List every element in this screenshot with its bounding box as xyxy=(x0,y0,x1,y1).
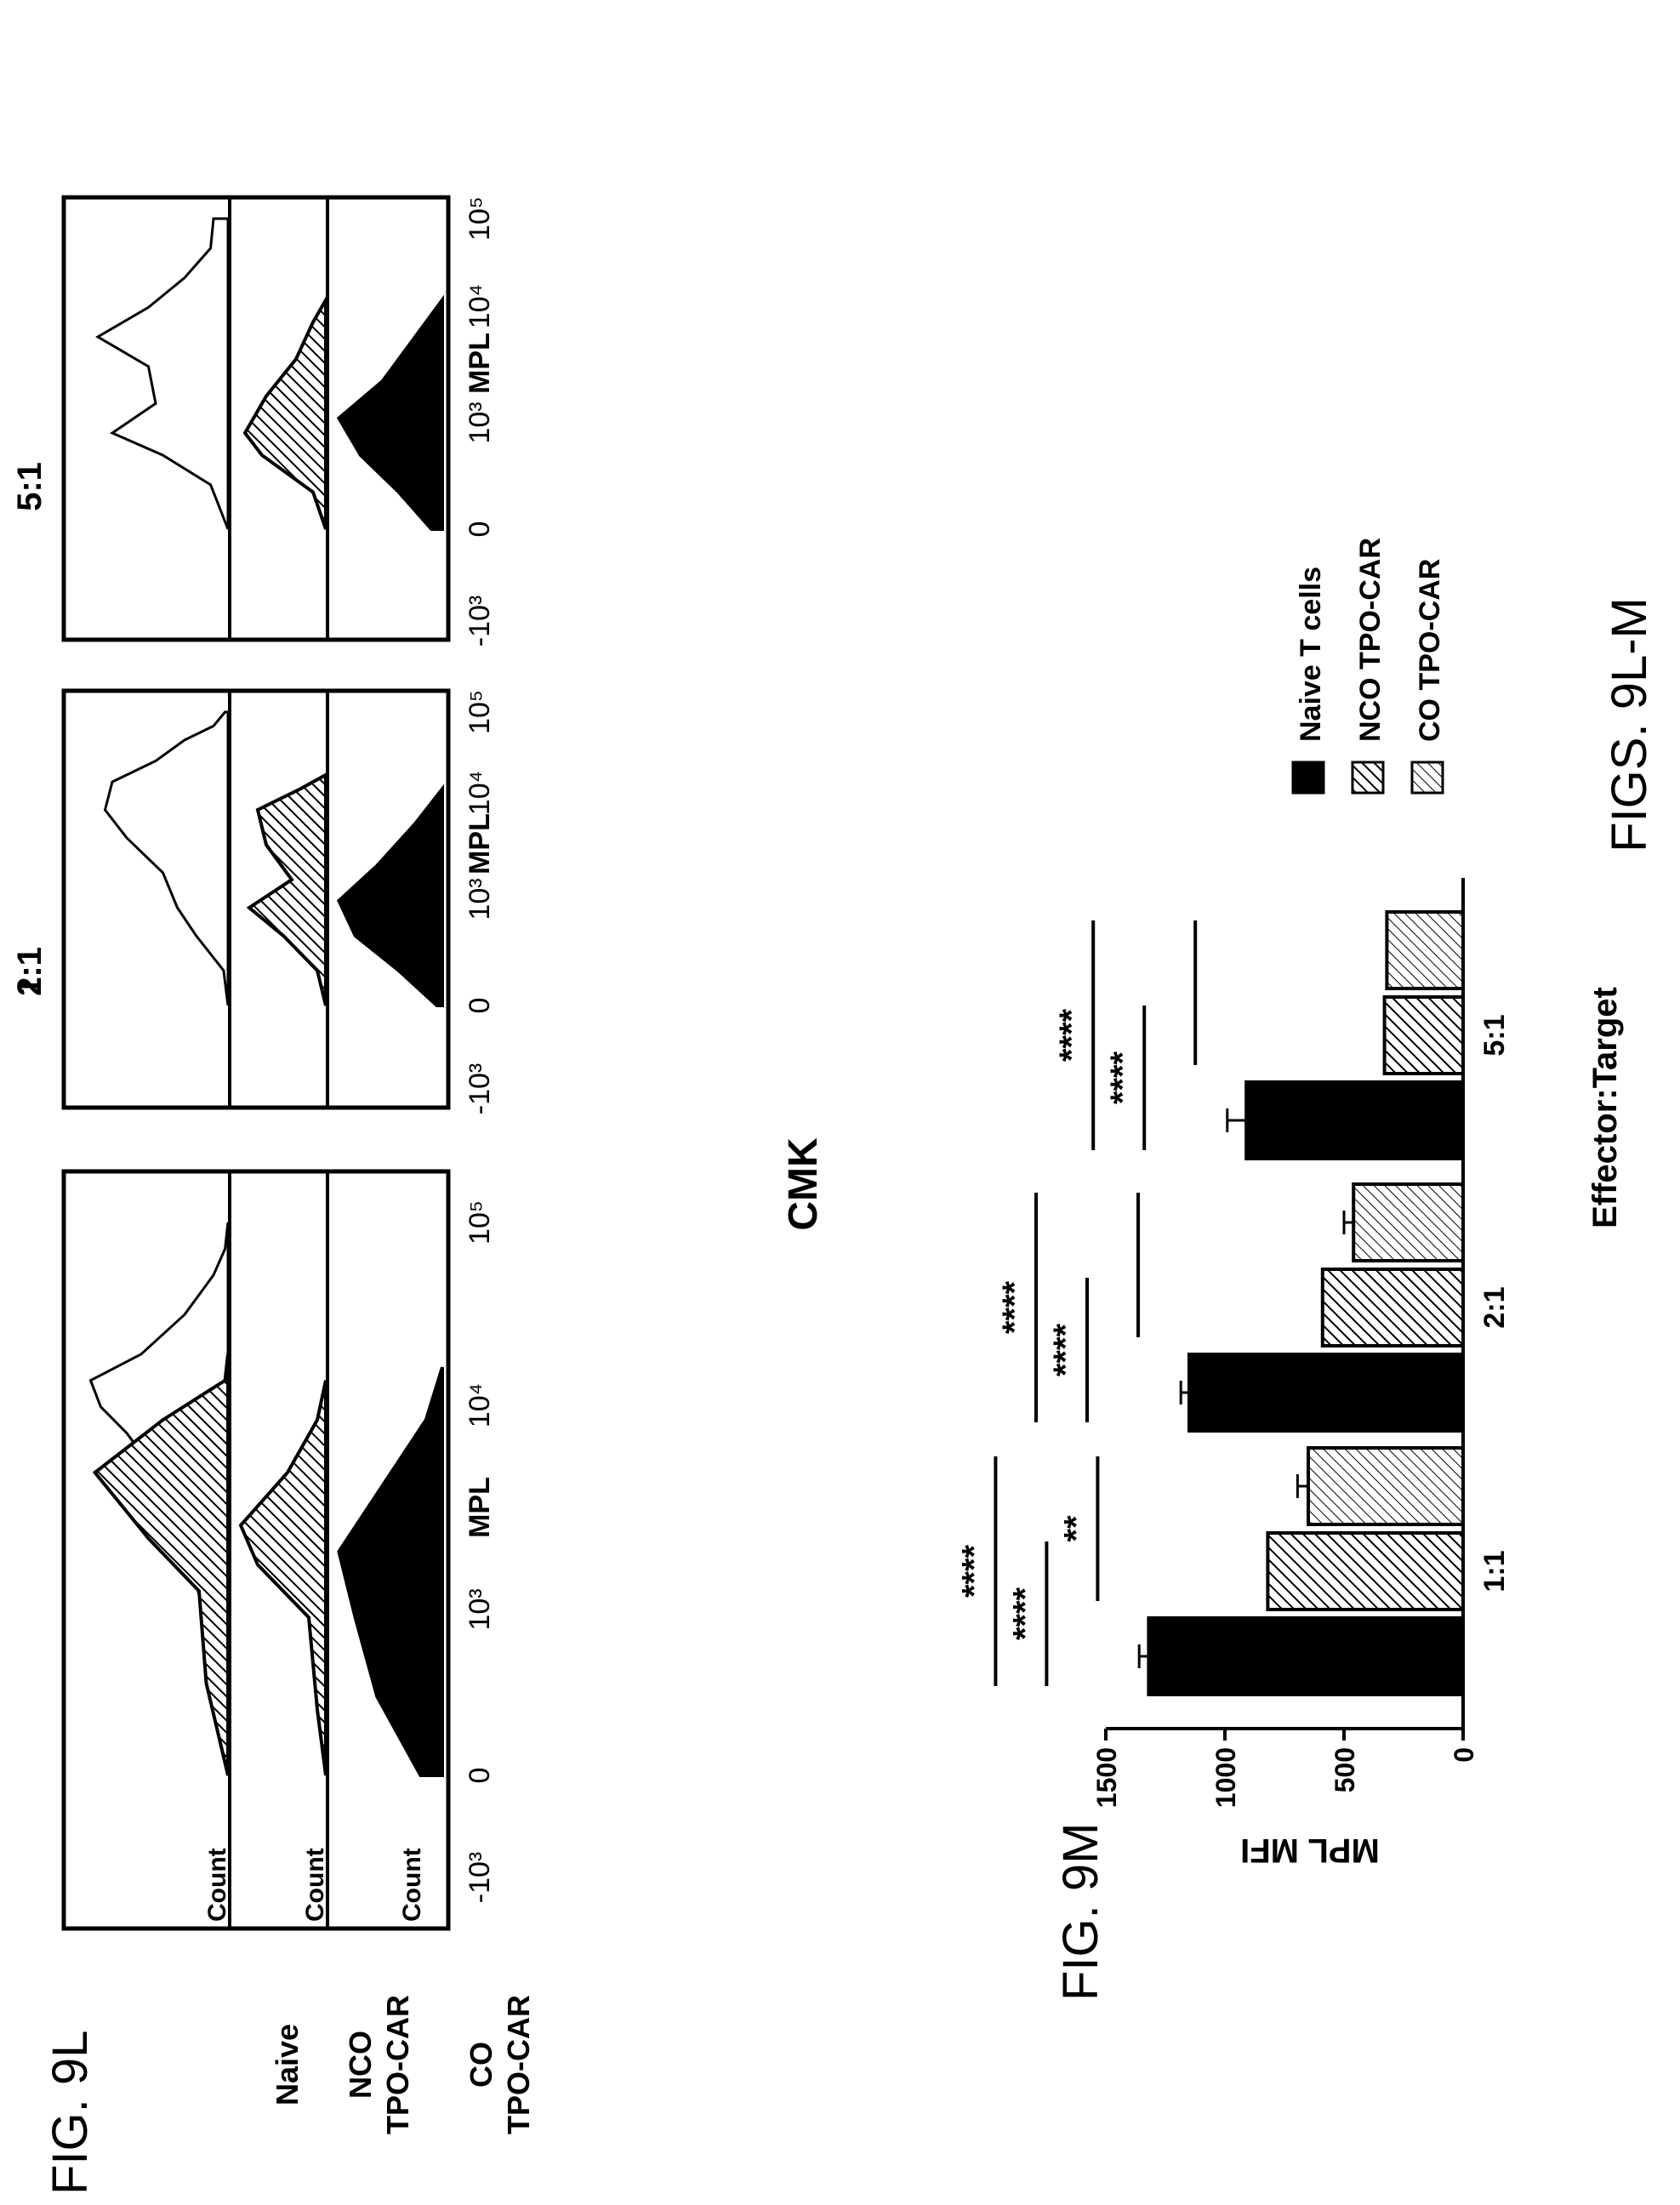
histogram-curve-nco-tpo-car xyxy=(238,1380,327,1776)
histogram-curve-nco-tpo-car xyxy=(242,293,327,530)
significance-brackets: ************************** xyxy=(955,920,1198,1686)
significance-stars: **** xyxy=(1047,1323,1085,1376)
bar-chart-labels: 0 500 1000 1500 1:1 2:1 5:1 xyxy=(1091,1014,1511,1808)
legend-item-nco: NCO TPO-CAR xyxy=(1351,538,1387,795)
row-label-co: CO TPO-CAR xyxy=(464,1995,536,2134)
x-tick: 0 xyxy=(464,1768,496,1784)
fig-9m-label: FIG. 9M xyxy=(1053,1823,1108,2001)
legend-label: Naive T cells xyxy=(1295,567,1327,742)
x-axis-label: MPL xyxy=(464,333,496,394)
row-label-co-line1: CO xyxy=(464,2042,498,2088)
significance-stars: **** xyxy=(955,1544,993,1598)
panel-frame xyxy=(61,688,451,1110)
significance-stars: **** xyxy=(1053,1008,1091,1062)
panel-frame xyxy=(61,1169,451,1931)
x-tick: 10⁴ xyxy=(464,1383,496,1427)
x-axis-label: MPL xyxy=(464,1477,496,1538)
histogram-panel-5-1: 5:1 -10³ 0 10³ 10⁴ 10⁵ MPL xyxy=(11,195,496,647)
row-label-nco-line1: NCO xyxy=(343,2031,378,2099)
row-label-naive: Naive xyxy=(270,2024,305,2105)
bar-nco-tpo-car-2-1 xyxy=(1320,1268,1466,1348)
y-tick-label: 1500 xyxy=(1091,1747,1122,1808)
y-tick-label: 0 xyxy=(1449,1747,1479,1763)
legend-swatch-hatch xyxy=(1351,761,1385,795)
significance-stars: ** xyxy=(1057,1515,1095,1542)
panel-title: 1:1 xyxy=(11,947,48,996)
x-tick: 10⁵ xyxy=(464,1200,496,1245)
legend-swatch-solid xyxy=(1291,761,1325,795)
x-tick: 10³ xyxy=(464,402,496,443)
histogram-curve-naive xyxy=(103,710,230,1006)
x-category-label: 5:1 xyxy=(1478,1014,1511,1056)
histogram-curve-naive xyxy=(95,217,230,530)
x-tick: -10³ xyxy=(464,1063,496,1114)
bar-co-tpo-car-1-1 xyxy=(1307,1446,1465,1526)
count-label-nco: Count xyxy=(301,1848,329,1922)
x-category-label: 2:1 xyxy=(1478,1286,1511,1328)
x-axis-title: Effector:Target xyxy=(1586,987,1624,1228)
legend: Naive T cells NCO TPO-CAR CO TPO-CAR xyxy=(1291,538,1446,795)
fig-9m-title: CMK xyxy=(781,1137,826,1231)
x-tick: 0 xyxy=(464,521,496,538)
x-tick: 10³ xyxy=(464,1588,496,1630)
legend-item-naive: Naive T cells xyxy=(1291,567,1327,795)
x-tick: 10³ xyxy=(464,878,496,920)
y-tick-label: 1000 xyxy=(1210,1747,1241,1808)
x-tick: -10³ xyxy=(464,1852,496,1903)
panel-title: 5:1 xyxy=(11,462,48,511)
x-tick: 10⁴ xyxy=(464,284,496,328)
x-category-label: 1:1 xyxy=(1478,1550,1511,1592)
bar-naive-t-cells-2-1 xyxy=(1187,1353,1465,1433)
significance-stars: **** xyxy=(996,1280,1034,1334)
bar-nco-tpo-car-1-1 xyxy=(1266,1531,1466,1611)
bar-chart-bars xyxy=(1137,910,1466,1696)
legend-swatch-light-hatch xyxy=(1410,761,1444,795)
significance-stars: **** xyxy=(1104,1051,1142,1104)
x-axis-label: MPL xyxy=(464,813,496,875)
x-tick: -10³ xyxy=(464,595,496,647)
fig-9l-label: FIG. 9L xyxy=(43,2031,98,2195)
count-label-naive: Count xyxy=(203,1848,231,1922)
row-label-naive-text: Naive xyxy=(270,2024,305,2105)
panel-frame xyxy=(61,195,451,642)
histogram-curve-co-tpo-car xyxy=(336,783,444,1007)
y-tick-label: 500 xyxy=(1330,1747,1360,1792)
legend-label: CO TPO-CAR xyxy=(1414,559,1446,742)
histogram-curves xyxy=(88,1222,444,1777)
x-tick: 10⁴ xyxy=(464,771,496,815)
bar-co-tpo-car-2-1 xyxy=(1352,1182,1465,1262)
legend-item-co: CO TPO-CAR xyxy=(1410,559,1446,795)
histogram-panel-1-1: 1:1 Count Count Count -10³ 0 10³ 10⁴ 10⁵… xyxy=(11,947,496,1931)
histogram-curves xyxy=(103,710,444,1007)
y-axis-label: MPL MFI xyxy=(1240,1832,1380,1869)
bar-co-tpo-car-5-1 xyxy=(1385,910,1466,990)
histogram-curve-co-tpo-car xyxy=(337,1366,444,1777)
x-tick: 10⁵ xyxy=(464,197,496,241)
histogram-curve-nco-tpo-car xyxy=(246,772,327,1006)
x-tick: 10⁵ xyxy=(464,690,496,734)
row-label-co-line2: TPO-CAR xyxy=(501,1995,536,2134)
significance-stars: **** xyxy=(1006,1587,1044,1640)
figure-caption: FIGS. 9L-M xyxy=(1602,597,1657,852)
bar-nco-tpo-car-5-1 xyxy=(1382,995,1465,1075)
bar-naive-t-cells-5-1 xyxy=(1244,1080,1465,1160)
count-label-co: Count xyxy=(398,1848,426,1922)
bar-naive-t-cells-1-1 xyxy=(1147,1616,1466,1696)
histogram-curve-co-tpo-car xyxy=(336,294,444,531)
x-tick: 0 xyxy=(464,998,496,1014)
row-label-nco-line2: TPO-CAR xyxy=(380,1995,415,2134)
row-label-nco: NCO TPO-CAR xyxy=(343,1995,415,2134)
histogram-curve-naive xyxy=(92,1353,230,1776)
legend-label: NCO TPO-CAR xyxy=(1354,538,1387,742)
panel-title: 2:1 xyxy=(11,947,48,996)
histogram-curves xyxy=(95,217,444,531)
histogram-panel-2-1: 2:1 -10³ 0 10³ 10⁴ 10⁵ MPL xyxy=(11,688,496,1114)
